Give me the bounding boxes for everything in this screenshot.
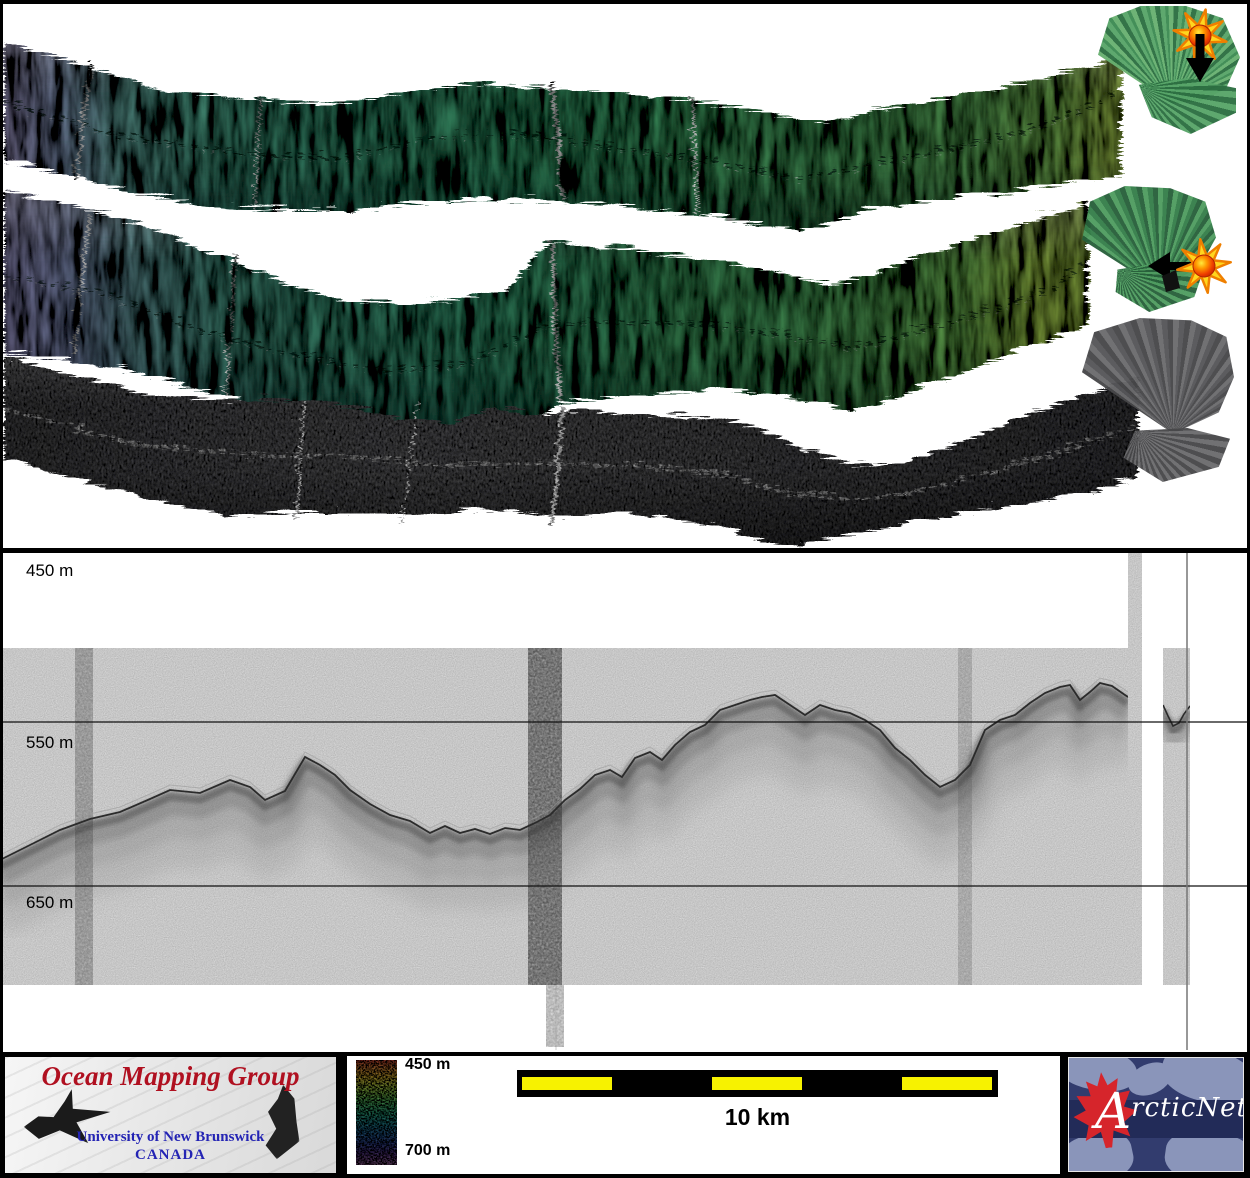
colorbar-bottom-label: 700 m xyxy=(405,1142,451,1159)
omg-university: University of New Brunswick xyxy=(76,1129,265,1145)
scale-bar xyxy=(517,1070,998,1097)
arcticnet-title-initial: A xyxy=(1095,1082,1132,1140)
subbottom-profile-panel: 450 m 550 m 650 m xyxy=(0,548,1250,1052)
bathymetry-swath-2 xyxy=(0,188,1085,430)
nadir-track-line-2 xyxy=(0,260,1083,368)
depth-colorbar xyxy=(356,1060,397,1165)
scale-bar-segment xyxy=(522,1077,612,1090)
legend-bar: Ocean Mapping Group University of New Br… xyxy=(0,1052,1250,1178)
nadir-track-line-1 xyxy=(0,86,1113,176)
figure-border xyxy=(0,0,1250,4)
omg-title: Ocean Mapping Group xyxy=(41,1061,300,1091)
arcticnet-logo: ArcticNet xyxy=(1068,1057,1244,1172)
scale-bar-label: 10 km xyxy=(724,1104,791,1130)
scale-bar-segment xyxy=(902,1077,992,1090)
scale-bar-segment xyxy=(712,1077,802,1090)
backscatter-swath xyxy=(0,352,1135,541)
swath-ribbons-graphic xyxy=(0,38,1135,541)
swath-map-panel xyxy=(0,0,1250,548)
divider-line xyxy=(0,1174,1250,1178)
divider-line xyxy=(0,1052,1250,1056)
omg-country: CANADA xyxy=(135,1147,206,1163)
nadir-track-line-3 xyxy=(0,403,1131,499)
figure-border xyxy=(1247,0,1250,1178)
depth-label-450: 450 m xyxy=(26,561,74,580)
omg-logo: Ocean Mapping Group University of New Br… xyxy=(5,1057,336,1173)
subbottom-profile-graphic xyxy=(0,553,1247,1050)
arcticnet-title: ArcticNet xyxy=(1095,1086,1244,1136)
depth-label-550: 550 m xyxy=(26,733,74,752)
arcticnet-title-rest: rcticNet xyxy=(1131,1093,1244,1123)
figure-border xyxy=(0,0,3,1178)
colorbar-top-label: 450 m xyxy=(405,1056,451,1073)
depth-label-650: 650 m xyxy=(26,893,74,912)
omg-logo-frame: Ocean Mapping Group University of New Br… xyxy=(0,1052,347,1178)
bathymetry-swath-1 xyxy=(0,38,1118,226)
arcticnet-logo-frame: ArcticNet xyxy=(1060,1052,1250,1178)
